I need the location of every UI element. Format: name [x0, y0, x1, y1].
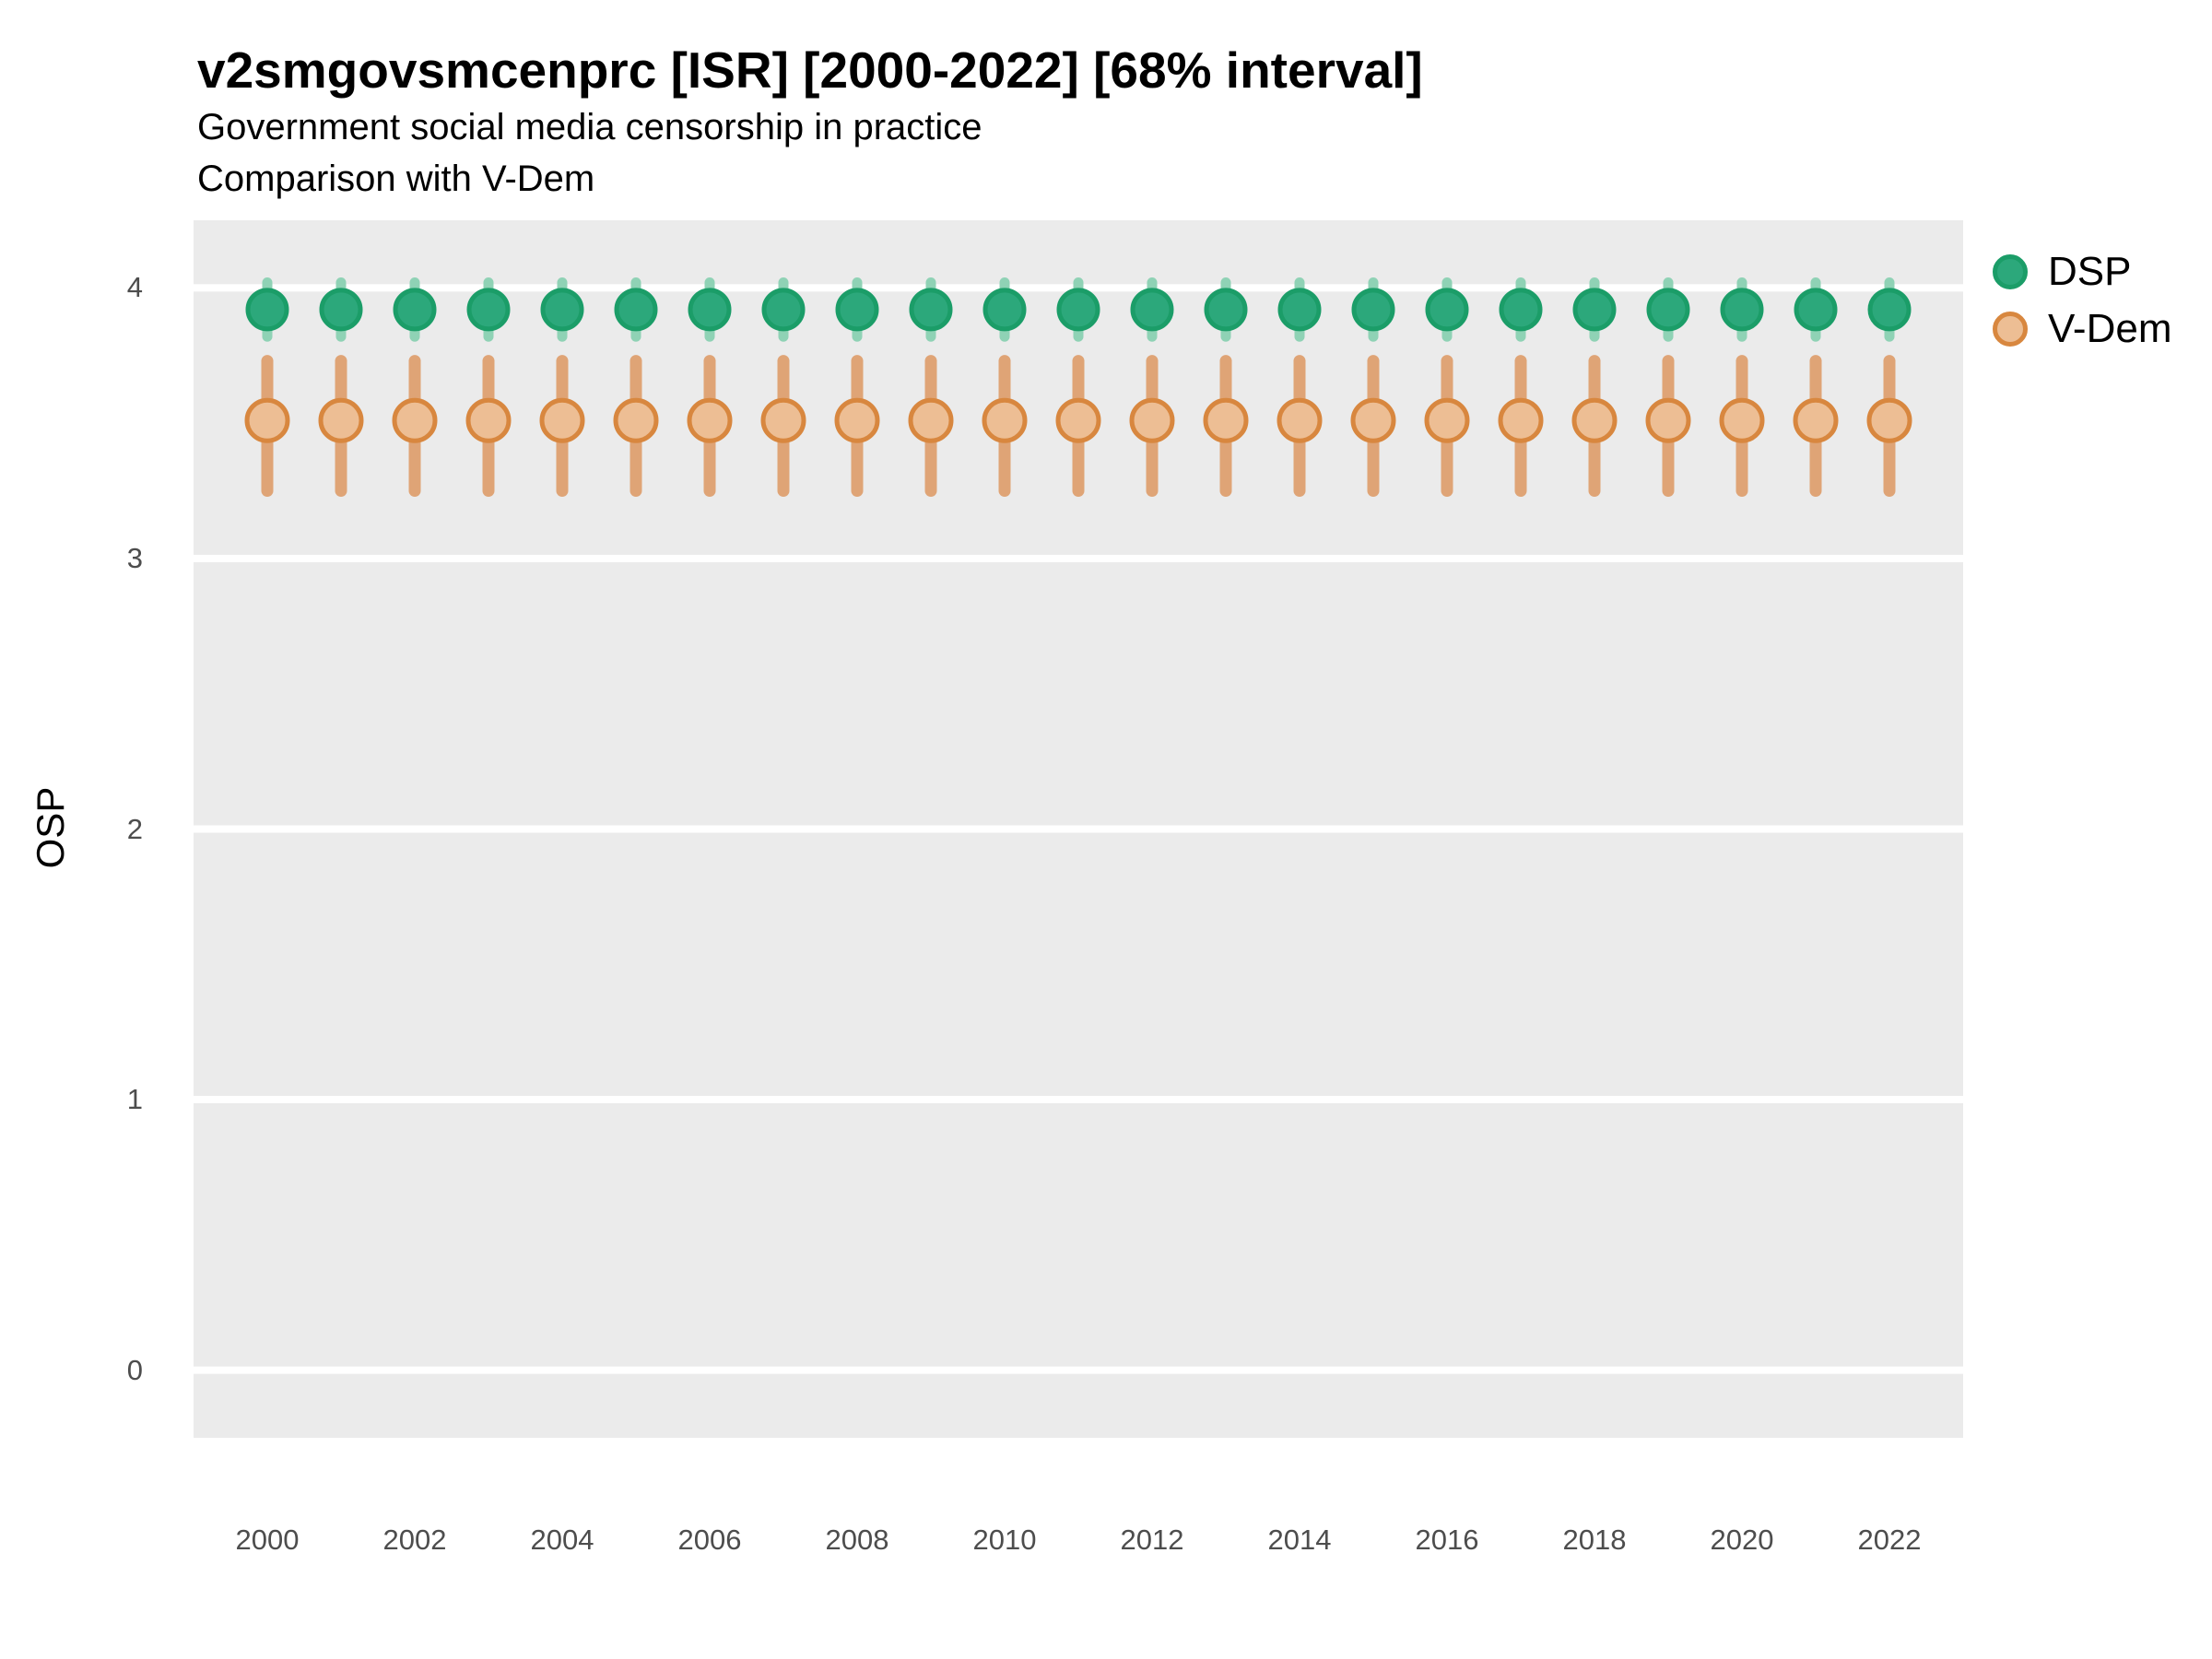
y-axis-title: OSP [29, 786, 72, 869]
dsp-point-2004 [540, 288, 584, 332]
vdem-point-2020 [1719, 397, 1765, 443]
legend-label-dsp: DSP [2048, 249, 2132, 294]
vdem-point-2008 [834, 397, 880, 443]
x-tick-label-2000: 2000 [235, 1524, 300, 1556]
y-tick-label-0: 0 [126, 1353, 143, 1386]
x-tick-label-2016: 2016 [1415, 1524, 1479, 1556]
y-tick-label-4: 4 [126, 271, 143, 304]
vdem-point-2004 [539, 397, 585, 443]
legend-item-dsp: DSP [1993, 243, 2171, 300]
vdem-point-2012 [1129, 397, 1175, 443]
dsp-point-2013 [1204, 288, 1248, 332]
vdem-point-2016 [1424, 397, 1470, 443]
vdem-point-2003 [465, 397, 512, 443]
vdem-point-2000 [244, 397, 290, 443]
vdem-point-2015 [1350, 397, 1396, 443]
dsp-point-2006 [688, 288, 732, 332]
vdem-point-2021 [1793, 397, 1839, 443]
vdem-point-2011 [1055, 397, 1101, 443]
x-tick-label-2004: 2004 [530, 1524, 594, 1556]
vdem-legend-dot-icon [1993, 312, 2028, 347]
x-tick-label-2010: 2010 [972, 1524, 1037, 1556]
x-tick-label-2012: 2012 [1120, 1524, 1184, 1556]
dsp-point-2018 [1572, 288, 1617, 332]
dsp-legend-dot-icon [1993, 254, 2028, 289]
vdem-point-2018 [1571, 397, 1618, 443]
vdem-point-2001 [318, 397, 364, 443]
x-tick-label-2002: 2002 [382, 1524, 447, 1556]
x-tick-label-2022: 2022 [1857, 1524, 1922, 1556]
dsp-point-2009 [909, 288, 953, 332]
vdem-point-2017 [1498, 397, 1544, 443]
dsp-point-2020 [1720, 288, 1764, 332]
plot-panel [194, 220, 1963, 1438]
vdem-point-2007 [760, 397, 806, 443]
x-tick-label-2020: 2020 [1710, 1524, 1774, 1556]
dsp-point-2005 [614, 288, 658, 332]
vdem-point-2009 [908, 397, 954, 443]
dsp-point-2019 [1646, 288, 1690, 332]
dsp-point-2001 [319, 288, 363, 332]
dsp-point-2002 [393, 288, 437, 332]
x-tick-label-2018: 2018 [1562, 1524, 1627, 1556]
dsp-point-2021 [1794, 288, 1838, 332]
vdem-point-2002 [392, 397, 438, 443]
chart-title: v2smgovsmcenprc [ISR] [2000-2022] [68% i… [197, 41, 1423, 99]
vdem-point-2005 [613, 397, 659, 443]
legend: DSP V-Dem [1993, 243, 2171, 358]
y-tick-label-1: 1 [126, 1083, 143, 1116]
legend-label-vdem: V-Dem [2048, 306, 2172, 351]
legend-item-vdem: V-Dem [1993, 300, 2171, 358]
y-tick-label-2: 2 [126, 812, 143, 845]
vdem-point-2019 [1645, 397, 1691, 443]
dsp-point-2010 [982, 288, 1027, 332]
dsp-point-2008 [835, 288, 879, 332]
x-tick-label-2008: 2008 [825, 1524, 889, 1556]
dsp-point-2011 [1056, 288, 1100, 332]
y-tick-label-3: 3 [126, 541, 143, 574]
vdem-point-2010 [982, 397, 1028, 443]
vdem-point-2013 [1203, 397, 1249, 443]
chart-subtitle-line1: Government social media censorship in pr… [197, 107, 982, 147]
x-tick-label-2014: 2014 [1267, 1524, 1332, 1556]
x-tick-label-2006: 2006 [677, 1524, 742, 1556]
vdem-point-2014 [1277, 397, 1323, 443]
chart-subtitle-line2: Comparison with V-Dem [197, 159, 595, 199]
dsp-point-2012 [1130, 288, 1174, 332]
dsp-point-2022 [1867, 288, 1912, 332]
chart-canvas [194, 277, 1963, 1374]
vdem-point-2006 [687, 397, 733, 443]
dsp-point-2015 [1351, 288, 1395, 332]
dsp-point-2014 [1277, 288, 1322, 332]
dsp-point-2017 [1499, 288, 1543, 332]
vdem-point-2022 [1866, 397, 1912, 443]
dsp-point-2003 [466, 288, 511, 332]
dsp-point-2016 [1425, 288, 1469, 332]
dsp-point-2000 [245, 288, 289, 332]
dsp-point-2007 [761, 288, 806, 332]
